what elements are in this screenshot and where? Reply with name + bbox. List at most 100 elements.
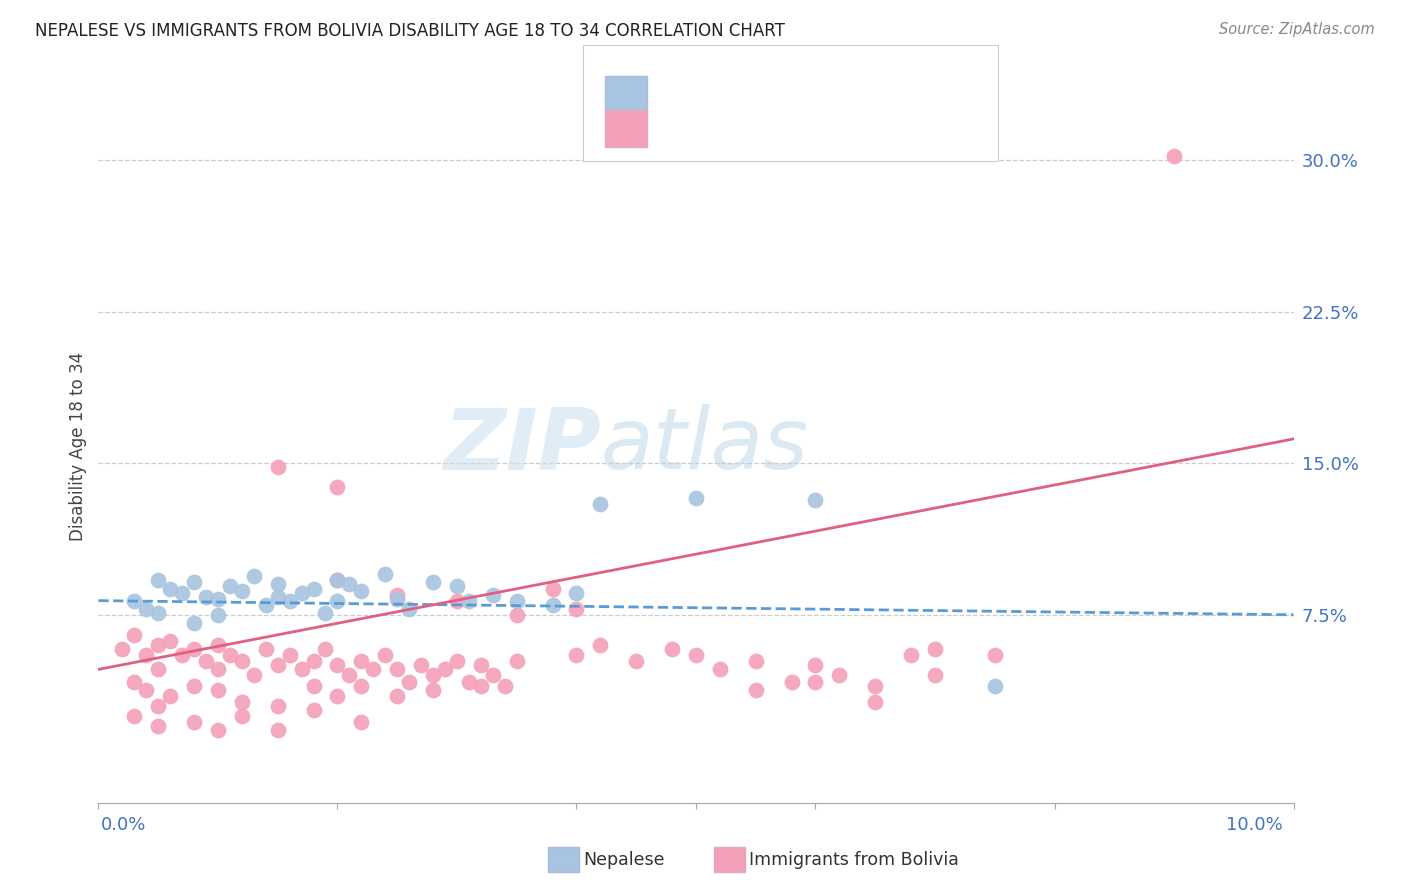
Point xyxy=(385,591,409,606)
Point xyxy=(231,583,253,598)
Point xyxy=(254,598,277,612)
Point xyxy=(326,593,349,607)
Point xyxy=(326,658,349,673)
Point xyxy=(339,668,360,682)
Point xyxy=(661,642,683,657)
Point xyxy=(291,662,314,676)
Text: 10.0%: 10.0% xyxy=(1226,816,1282,834)
Point xyxy=(565,601,588,615)
Point xyxy=(243,569,266,583)
Point xyxy=(589,638,612,652)
Point xyxy=(685,648,707,663)
Point xyxy=(254,642,277,657)
Point xyxy=(195,590,218,604)
Point xyxy=(541,598,564,612)
Point xyxy=(278,648,301,663)
Point xyxy=(267,723,290,737)
Point xyxy=(148,662,170,676)
Point xyxy=(804,492,827,507)
Point xyxy=(219,580,242,594)
Text: 0.0%: 0.0% xyxy=(101,816,146,834)
Point xyxy=(924,642,946,657)
Text: 0.535: 0.535 xyxy=(709,119,765,138)
Point xyxy=(183,615,205,630)
Point xyxy=(506,593,529,607)
Point xyxy=(148,638,170,652)
Point xyxy=(374,648,396,663)
Point xyxy=(745,654,768,668)
Point xyxy=(565,585,588,599)
Point xyxy=(398,601,420,615)
Point xyxy=(481,588,505,602)
Point xyxy=(984,679,1007,693)
Point xyxy=(302,703,325,717)
Point xyxy=(422,682,444,697)
Point xyxy=(302,654,325,668)
Point xyxy=(315,606,337,620)
Point xyxy=(350,679,373,693)
Point xyxy=(207,607,229,622)
Point xyxy=(422,575,444,590)
Point xyxy=(124,593,146,607)
Point xyxy=(207,723,229,737)
Point xyxy=(243,668,266,682)
Point xyxy=(565,648,588,663)
Y-axis label: Disability Age 18 to 34: Disability Age 18 to 34 xyxy=(69,351,87,541)
Point xyxy=(183,642,205,657)
Point xyxy=(267,460,290,475)
Point xyxy=(124,674,146,689)
Point xyxy=(278,593,301,607)
Point xyxy=(446,593,468,607)
Point xyxy=(326,689,349,703)
Point xyxy=(506,654,529,668)
Point xyxy=(541,582,564,596)
Point xyxy=(924,668,946,682)
Point xyxy=(231,654,253,668)
Point xyxy=(984,648,1007,663)
Point xyxy=(183,575,205,590)
Point xyxy=(350,654,373,668)
Point xyxy=(207,682,229,697)
Point xyxy=(350,583,373,598)
Point xyxy=(470,679,492,693)
Point xyxy=(385,662,409,676)
Point xyxy=(446,654,468,668)
Point xyxy=(207,591,229,606)
Point xyxy=(326,480,349,494)
Point xyxy=(183,714,205,729)
Point xyxy=(446,580,468,594)
Point xyxy=(124,709,146,723)
Point xyxy=(267,590,290,604)
Point xyxy=(804,674,827,689)
Point xyxy=(470,658,492,673)
Point xyxy=(135,601,157,615)
Point xyxy=(745,682,768,697)
Point xyxy=(267,658,290,673)
Point xyxy=(231,695,253,709)
Point xyxy=(267,698,290,713)
Point xyxy=(172,648,194,663)
Point xyxy=(326,574,349,588)
Point xyxy=(219,648,242,663)
Point xyxy=(111,642,134,657)
Point xyxy=(231,709,253,723)
Point xyxy=(267,577,290,591)
Text: ZIP: ZIP xyxy=(443,404,600,488)
Point xyxy=(506,607,529,622)
Point xyxy=(135,682,157,697)
Point xyxy=(494,679,516,693)
Point xyxy=(374,567,396,582)
Point xyxy=(865,695,887,709)
Point xyxy=(385,588,409,602)
Text: N =: N = xyxy=(783,85,839,104)
Point xyxy=(780,674,803,689)
Point xyxy=(183,679,205,693)
Point xyxy=(804,658,827,673)
Point xyxy=(685,491,707,505)
Point xyxy=(148,606,170,620)
Point xyxy=(385,689,409,703)
Point xyxy=(589,497,612,511)
Point xyxy=(172,585,194,599)
Text: R =: R = xyxy=(664,119,713,138)
Text: 39: 39 xyxy=(830,85,855,104)
